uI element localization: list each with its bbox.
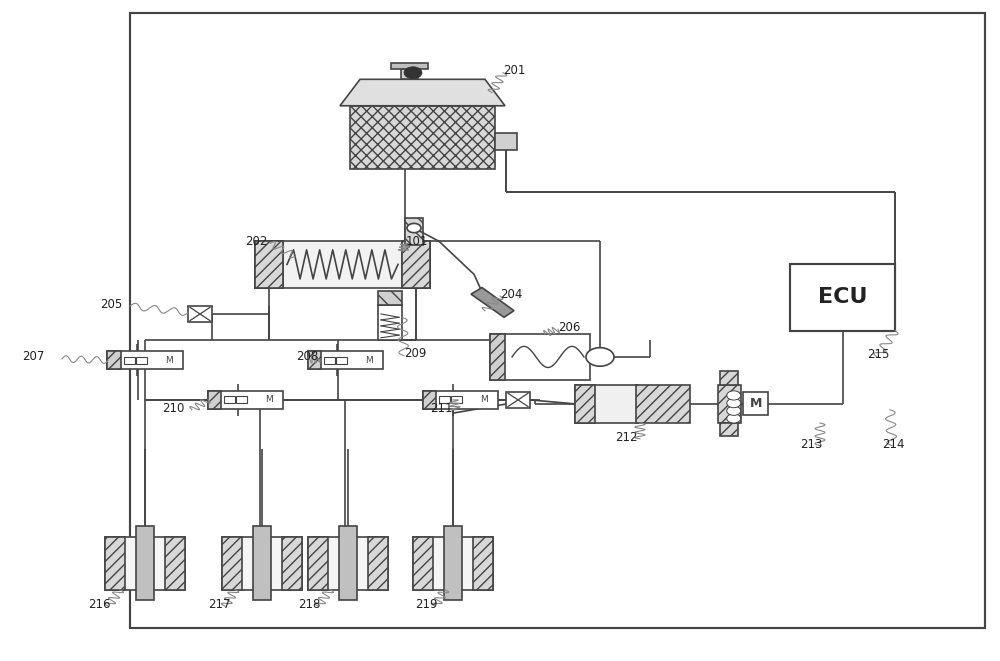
Bar	[473, 537, 493, 590]
Bar	[255, 241, 283, 288]
Text: 101: 101	[406, 235, 428, 248]
Text: 218: 218	[298, 598, 320, 611]
Bar	[136, 526, 154, 600]
Polygon shape	[471, 288, 514, 317]
Text: 216: 216	[88, 598, 110, 611]
Bar	[324, 357, 335, 364]
Bar	[636, 385, 690, 423]
Bar	[402, 241, 430, 288]
Bar	[413, 537, 493, 590]
Bar	[339, 526, 357, 600]
Bar	[105, 537, 125, 590]
Bar	[378, 291, 402, 305]
Bar	[208, 391, 283, 409]
Text: 213: 213	[800, 438, 822, 451]
Bar	[224, 397, 235, 403]
Bar	[255, 241, 283, 288]
Bar	[718, 385, 740, 423]
Bar	[308, 351, 382, 369]
Bar	[222, 537, 302, 590]
Text: M: M	[750, 397, 762, 410]
Text: 210: 210	[162, 402, 184, 415]
Bar	[413, 537, 433, 590]
Bar	[350, 106, 495, 169]
Bar	[439, 397, 450, 403]
Text: 212: 212	[615, 431, 638, 444]
Text: 214: 214	[882, 438, 904, 451]
Bar	[402, 241, 430, 288]
Text: 215: 215	[867, 348, 889, 362]
Bar	[495, 134, 517, 149]
Bar	[130, 13, 985, 628]
Circle shape	[727, 414, 741, 423]
Bar	[490, 334, 590, 380]
Polygon shape	[340, 79, 505, 106]
Circle shape	[586, 348, 614, 366]
Bar	[368, 537, 388, 590]
Text: 204: 204	[500, 288, 522, 301]
Bar	[423, 391, 498, 409]
Bar	[378, 305, 402, 340]
Text: 208: 208	[296, 350, 318, 364]
Bar	[308, 537, 388, 590]
Bar	[255, 241, 430, 288]
Bar	[208, 391, 221, 409]
Bar	[743, 393, 768, 415]
Text: 217: 217	[208, 598, 230, 611]
Bar	[253, 526, 271, 600]
Text: 211: 211	[430, 402, 452, 415]
Bar	[401, 69, 418, 79]
Bar	[790, 264, 895, 330]
Bar	[107, 351, 182, 369]
Circle shape	[727, 391, 741, 400]
Text: 202: 202	[245, 235, 267, 248]
Bar	[136, 357, 147, 364]
Circle shape	[407, 223, 421, 233]
Bar	[308, 537, 328, 590]
Text: 219: 219	[415, 598, 438, 611]
Circle shape	[727, 399, 741, 408]
Bar	[105, 537, 185, 590]
Text: M: M	[365, 356, 373, 365]
Bar	[282, 537, 302, 590]
Bar	[165, 537, 185, 590]
Circle shape	[404, 67, 422, 79]
Bar	[107, 351, 121, 369]
Bar	[720, 423, 738, 436]
Text: M: M	[265, 395, 273, 405]
Text: ECU: ECU	[818, 288, 867, 307]
Circle shape	[727, 406, 741, 415]
Text: 205: 205	[100, 297, 122, 311]
Bar	[124, 357, 135, 364]
Bar	[490, 334, 505, 380]
Bar	[391, 63, 428, 69]
Bar	[575, 385, 638, 423]
Bar	[720, 371, 738, 385]
Bar	[451, 397, 462, 403]
Text: 209: 209	[404, 347, 426, 360]
Bar	[222, 537, 242, 590]
Text: 207: 207	[22, 350, 44, 364]
Bar	[423, 391, 436, 409]
Bar	[336, 357, 347, 364]
Bar	[506, 392, 530, 408]
Bar	[575, 385, 595, 423]
Text: 206: 206	[558, 321, 580, 334]
Bar	[308, 351, 321, 369]
Text: M: M	[480, 395, 488, 405]
Text: M: M	[165, 356, 173, 365]
Bar	[444, 526, 462, 600]
Text: 201: 201	[503, 64, 525, 77]
Bar	[188, 306, 212, 322]
Bar	[405, 218, 423, 245]
Bar	[236, 397, 247, 403]
